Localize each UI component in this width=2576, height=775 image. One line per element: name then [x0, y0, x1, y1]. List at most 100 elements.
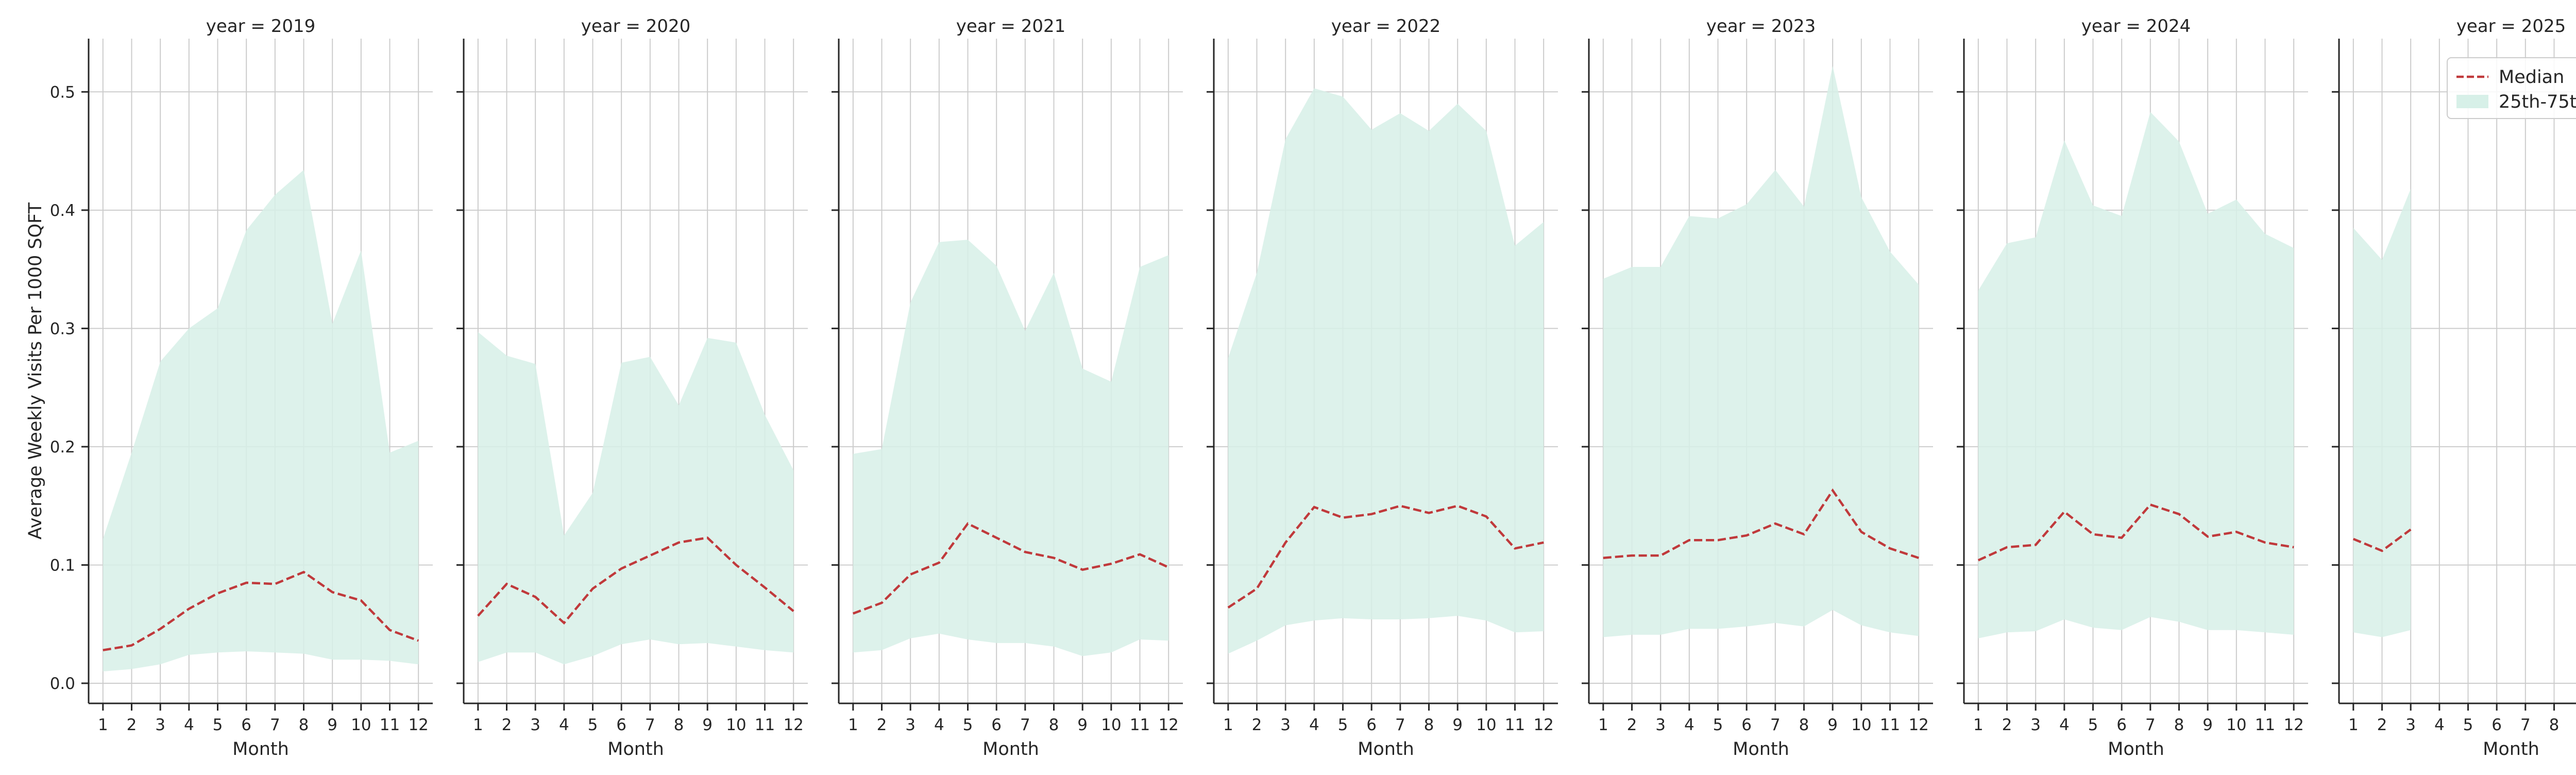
- x-tick-label: 9: [1452, 716, 1463, 734]
- y-tick-label: 0.0: [50, 675, 75, 693]
- x-tick-label: 5: [2463, 716, 2473, 734]
- facet-title: year = 2022: [1331, 16, 1440, 37]
- median-line: [477, 536, 794, 625]
- facet-title: year = 2019: [206, 16, 315, 37]
- x-tick-label: 12: [2283, 716, 2303, 734]
- legend-median-label: Median: [2499, 67, 2564, 88]
- median-line: [1977, 503, 2294, 562]
- x-tick-label: 4: [934, 716, 944, 734]
- x-tick-label: 8: [2549, 716, 2560, 734]
- facet-title: year = 2020: [581, 16, 690, 37]
- median-line: [103, 570, 419, 651]
- x-tick-label: 7: [645, 716, 655, 734]
- x-tick-label: 8: [2174, 716, 2184, 734]
- x-tick-label: 1: [1223, 716, 1233, 734]
- x-tick-label: 1: [1973, 716, 1984, 734]
- x-tick-label: 1: [1598, 716, 1608, 734]
- x-tick-label: 5: [588, 716, 598, 734]
- x-tick-label: 3: [1280, 716, 1291, 734]
- x-tick-label: 12: [1533, 716, 1553, 734]
- median-line: [1227, 504, 1544, 609]
- x-tick-label: 6: [1741, 716, 1752, 734]
- x-tick-label: 7: [1395, 716, 1405, 734]
- x-tick-label: 12: [1158, 716, 1178, 734]
- x-tick-label: 1: [2348, 716, 2359, 734]
- x-tick-label: 11: [1130, 716, 1150, 734]
- x-tick-label: 9: [327, 716, 337, 734]
- facet-title: year = 2021: [956, 16, 1065, 37]
- x-tick-label: 5: [963, 716, 973, 734]
- percentile-band-area: [1603, 65, 1919, 637]
- x-tick-label: 12: [408, 716, 428, 734]
- x-tick-label: 3: [905, 716, 916, 734]
- y-axis-label: Average Weekly Visits Per 1000 SQFT: [25, 202, 46, 540]
- x-tick-label: 3: [2405, 716, 2416, 734]
- x-tick-label: 11: [1880, 716, 1900, 734]
- x-tick-label: 2: [2002, 716, 2012, 734]
- x-tick-label: 9: [1827, 716, 1838, 734]
- x-tick-label: 3: [2030, 716, 2041, 734]
- percentile-band-area: [1978, 112, 2294, 638]
- x-tick-label: 9: [1077, 716, 1088, 734]
- x-tick-label: 1: [98, 716, 108, 734]
- x-tick-label: 2: [1252, 716, 1262, 734]
- x-tick-label: 7: [270, 716, 280, 734]
- x-tick-label: 2: [127, 716, 137, 734]
- x-tick-label: 3: [1655, 716, 1666, 734]
- x-tick-label: 6: [2116, 716, 2127, 734]
- x-tick-label: 10: [1851, 716, 1871, 734]
- x-tick-label: 5: [2088, 716, 2098, 734]
- x-tick-label: 11: [755, 716, 775, 734]
- x-tick-label: 9: [702, 716, 713, 734]
- x-tick-label: 4: [2434, 716, 2445, 734]
- percentile-band-area: [478, 332, 794, 665]
- x-tick-label: 1: [848, 716, 858, 734]
- legend-band-swatch: [2456, 95, 2488, 108]
- x-tick-label: 6: [2492, 716, 2502, 734]
- x-axis-label: Month: [1733, 739, 1789, 760]
- x-tick-label: 7: [2145, 716, 2156, 734]
- percentile-band-area: [1228, 88, 1544, 654]
- x-tick-label: 1: [473, 716, 483, 734]
- x-tick-label: 7: [2520, 716, 2531, 734]
- x-tick-label: 4: [184, 716, 194, 734]
- x-tick-label: 11: [380, 716, 400, 734]
- percentile-band-area: [2353, 189, 2411, 637]
- x-axis-label: Month: [1358, 739, 1414, 760]
- x-axis-label: Month: [2483, 739, 2539, 760]
- x-tick-label: 5: [213, 716, 223, 734]
- x-tick-label: 8: [1424, 716, 1434, 734]
- x-tick-label: 3: [155, 716, 165, 734]
- median-line: [853, 522, 1170, 615]
- x-tick-label: 6: [616, 716, 626, 734]
- facet-title: year = 2025: [2456, 16, 2566, 37]
- y-tick-label: 0.2: [50, 438, 75, 457]
- x-tick-label: 12: [783, 716, 803, 734]
- x-tick-label: 10: [2226, 716, 2246, 734]
- x-tick-label: 11: [1505, 716, 1525, 734]
- x-axis-label: Month: [607, 739, 664, 760]
- x-tick-label: 12: [1908, 716, 1928, 734]
- facet-title: year = 2024: [2081, 16, 2191, 37]
- x-tick-label: 5: [1713, 716, 1723, 734]
- y-tick-label: 0.1: [50, 556, 75, 575]
- x-tick-label: 11: [2255, 716, 2275, 734]
- x-tick-label: 10: [726, 716, 746, 734]
- x-tick-label: 6: [241, 716, 251, 734]
- x-tick-label: 4: [2059, 716, 2070, 734]
- percentile-band-area: [853, 240, 1169, 656]
- percentile-band-area: [103, 170, 419, 671]
- facet-title: year = 2023: [1706, 16, 1816, 37]
- x-axis-label: Month: [2108, 739, 2164, 760]
- x-tick-label: 8: [299, 716, 309, 734]
- median-line: [1603, 488, 1919, 559]
- x-tick-label: 9: [2202, 716, 2213, 734]
- x-axis-label: Month: [982, 739, 1039, 760]
- y-tick-label: 0.5: [50, 83, 75, 102]
- y-tick-label: 0.4: [50, 201, 75, 220]
- x-tick-label: 2: [1627, 716, 1637, 734]
- x-tick-label: 2: [502, 716, 512, 734]
- x-tick-label: 2: [877, 716, 887, 734]
